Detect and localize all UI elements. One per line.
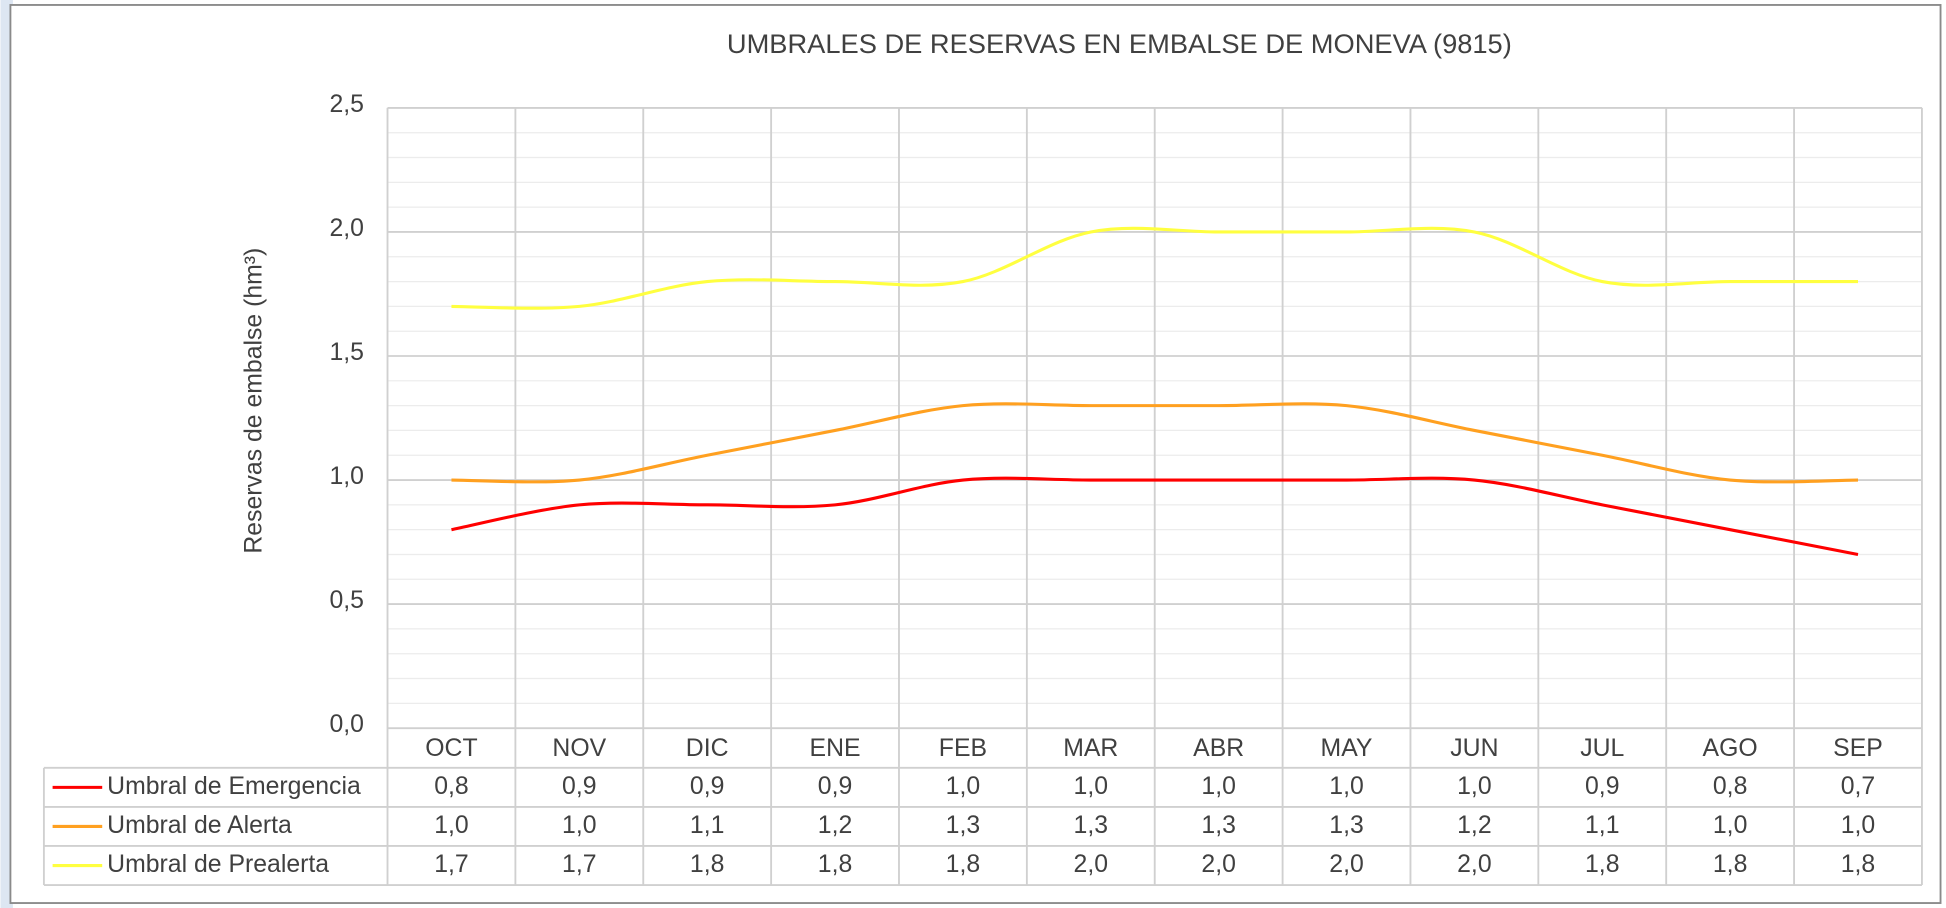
legend-label: Umbral de Alerta	[107, 812, 292, 839]
data-label: 1,3	[1074, 812, 1108, 839]
y-tick-label: 1,0	[329, 463, 363, 490]
data-label: 1,0	[1713, 812, 1747, 839]
data-label: 1,7	[434, 851, 468, 878]
data-label: 1,1	[1585, 812, 1619, 839]
data-label: 0,9	[818, 773, 852, 800]
data-label: 1,3	[1329, 812, 1363, 839]
x-tick-label: DIC	[686, 735, 729, 762]
data-label: 1,1	[690, 812, 724, 839]
data-label: 1,0	[562, 812, 596, 839]
grid: 0,0 0,5 1,0 1,5 2,0 2,5	[329, 91, 1923, 886]
data-label: 1,8	[946, 851, 980, 878]
lines	[451, 226, 1859, 556]
data-label: 1,8	[818, 851, 852, 878]
y-tick-label: 0,5	[329, 587, 363, 614]
y-tick-label: 2,5	[329, 91, 363, 118]
chart-frame	[9, 4, 1942, 904]
x-tick-label: SEP	[1833, 735, 1883, 762]
data-label: 0,9	[562, 773, 596, 800]
data-label: 1,8	[690, 851, 724, 878]
x-tick-label: JUL	[1580, 735, 1624, 762]
series-line	[451, 476, 1859, 556]
data-label: 1,0	[1074, 773, 1108, 800]
series-line	[451, 402, 1859, 484]
data-table: OCT NOV DIC ENE FEB MAR ABR MAY JUN JUL AGO SEP Umbr…	[42, 735, 1922, 886]
data-label: 1,2	[818, 812, 852, 839]
x-tick-label: NOV	[552, 735, 606, 762]
data-label: 0,8	[1713, 773, 1747, 800]
chart-title: UMBRALES DE RESERVAS EN EMBALSE DE MONEV…	[727, 28, 1512, 59]
data-label: 1,8	[1713, 851, 1747, 878]
data-label: 2,0	[1329, 851, 1363, 878]
y-tick-label: 0,0	[329, 711, 363, 738]
data-label: 0,8	[434, 773, 468, 800]
x-tick-label: MAR	[1063, 735, 1118, 762]
data-label: 0,9	[1585, 773, 1619, 800]
data-label: 1,3	[1201, 812, 1235, 839]
x-tick-label: FEB	[939, 735, 987, 762]
x-tick-label: JUN	[1450, 735, 1498, 762]
data-label: 2,0	[1201, 851, 1235, 878]
data-label: 1,3	[946, 812, 980, 839]
data-label: 1,8	[1585, 851, 1619, 878]
data-label: 1,0	[1329, 773, 1363, 800]
data-label: 1,0	[1457, 773, 1491, 800]
data-label: 1,0	[1841, 812, 1875, 839]
data-label: 1,2	[1457, 812, 1491, 839]
data-label: 1,0	[434, 812, 468, 839]
data-label: 0,7	[1841, 773, 1875, 800]
x-tick-label: ENE	[810, 735, 861, 762]
data-label: 1,7	[562, 851, 596, 878]
data-label: 0,9	[690, 773, 724, 800]
x-tick-label: OCT	[425, 735, 477, 762]
x-tick-label: MAY	[1321, 735, 1373, 762]
data-label: 2,0	[1457, 851, 1491, 878]
y-tick-label: 1,5	[329, 339, 363, 366]
data-label: 1,0	[1201, 773, 1235, 800]
data-label: 1,8	[1841, 851, 1875, 878]
x-tick-label: ABR	[1193, 735, 1244, 762]
x-tick-label: AGO	[1703, 735, 1758, 762]
legend-label: Umbral de Prealerta	[107, 851, 329, 878]
legend-label: Umbral de Emergencia	[107, 773, 361, 800]
y-axis-label: Reservas de embalse (hm³)	[240, 248, 267, 554]
series-line	[451, 226, 1859, 310]
y-tick-label: 2,0	[329, 215, 363, 242]
data-label: 2,0	[1074, 851, 1108, 878]
data-label: 1,0	[946, 773, 980, 800]
